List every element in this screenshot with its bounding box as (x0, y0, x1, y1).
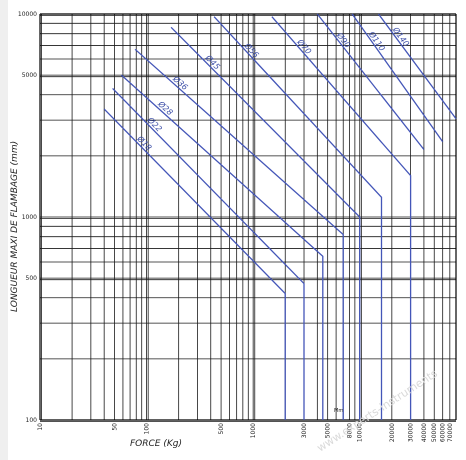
y-tick-label: 100 (26, 417, 38, 424)
x-tick-label: 10 (37, 423, 44, 431)
x-tick-label: 100 (144, 423, 151, 435)
x-tick-label: 40000 (421, 423, 428, 442)
x-tick-label: 60000 (440, 423, 447, 442)
x-tick-label: 5000 (325, 423, 332, 438)
curves (103, 13, 457, 420)
series-line (134, 48, 344, 420)
x-tick-label: 30000 (408, 423, 415, 442)
x-tick-label: 70000 (447, 423, 454, 442)
x-tick-label: 500 (218, 423, 225, 435)
series-label: Ø18 (135, 133, 154, 152)
x-tick-label: 50 (111, 423, 118, 431)
x-tick-label: 10000 (357, 423, 364, 442)
series-line (316, 13, 425, 150)
x-tick-label: 8000 (346, 423, 353, 438)
y-tick-label: 5000 (22, 72, 37, 79)
series-label: Ø36 (170, 73, 190, 92)
x-tick-label: 20000 (389, 423, 396, 442)
series-line (377, 13, 457, 120)
series-line (120, 74, 324, 420)
misc-label: Mm (334, 408, 343, 414)
grid (39, 13, 457, 423)
series-label: Ø56 (242, 40, 261, 60)
x-tick-label: 3000 (301, 423, 308, 438)
y-tick-label: 500 (26, 275, 38, 282)
y-tick-label: 1000 (22, 214, 37, 221)
series-label: Ø45 (203, 52, 222, 71)
y-axis-title: LONGUEUR MAXI DE FLAMBAGE (mm) (10, 141, 20, 312)
y-tick-label: 10000 (18, 11, 37, 18)
series-label: Ø28 (156, 98, 176, 117)
series-line (170, 26, 361, 420)
series-line (112, 87, 305, 420)
left-edge-band (0, 0, 8, 460)
x-tick-label: 50000 (431, 423, 438, 442)
series-line (103, 108, 286, 420)
x-axis-title: FORCE (Kg) (130, 439, 182, 449)
series-line (271, 16, 412, 420)
x-tick-label: 1000 (250, 423, 257, 438)
series-line (213, 16, 383, 420)
series-line (351, 13, 444, 143)
series-label: Ø110 (366, 29, 387, 53)
